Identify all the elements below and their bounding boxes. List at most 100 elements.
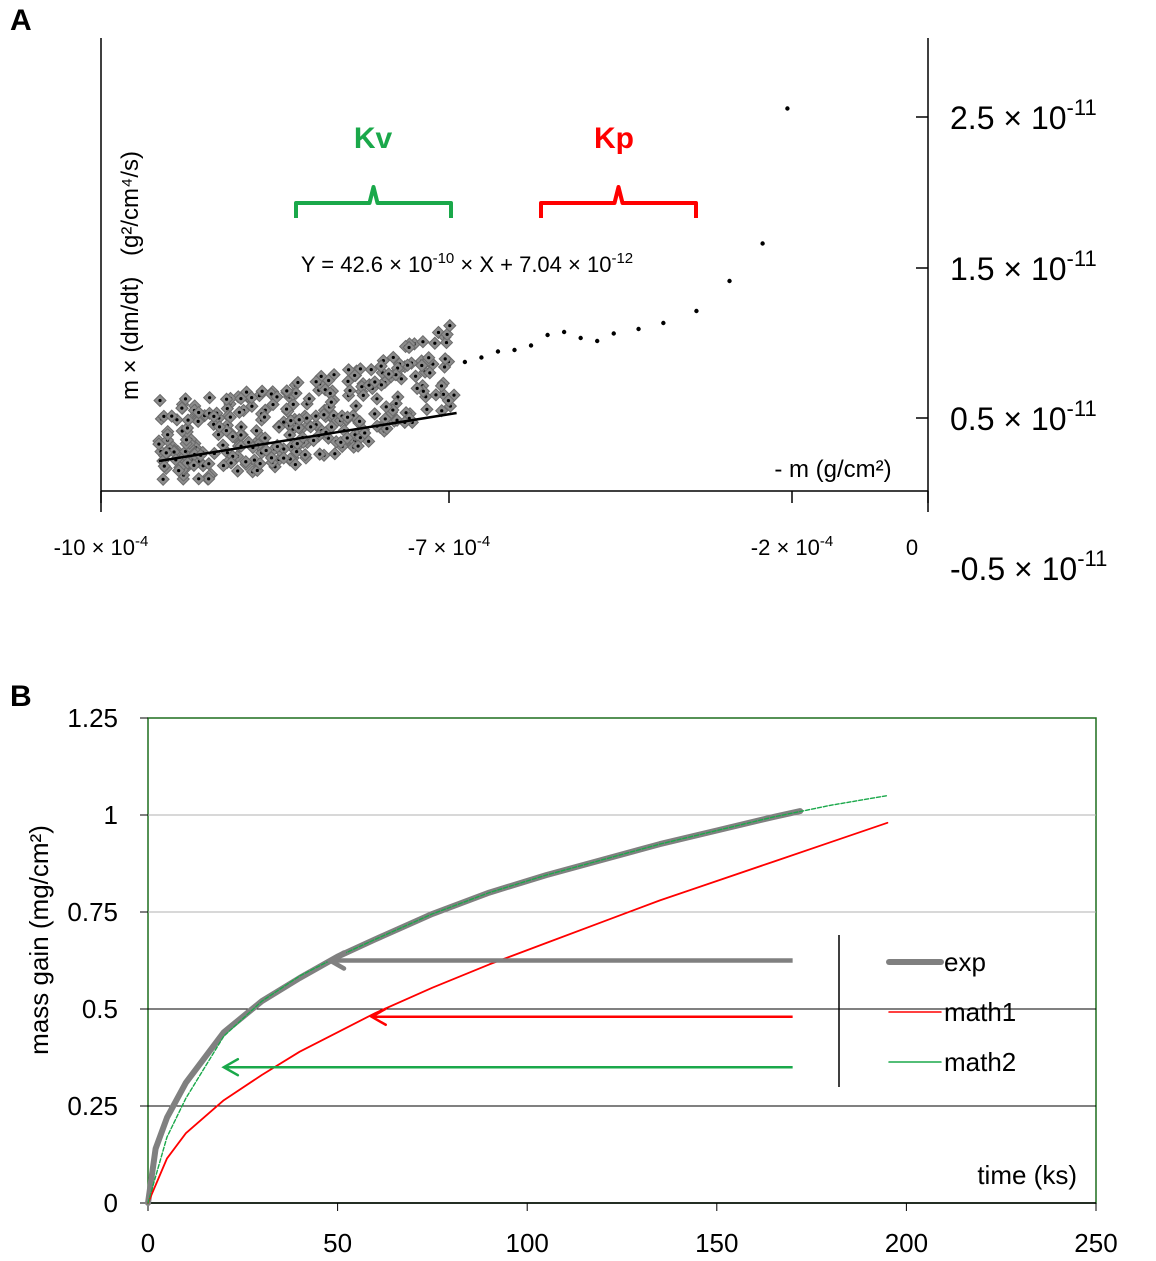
chart-a-labels: m × (dm/dt) (g²/cm⁴/s) - m (g/cm²) Kv Kp…	[54, 95, 1108, 587]
tail-point	[578, 335, 583, 341]
data-point-core	[427, 356, 431, 360]
data-point-core	[442, 365, 447, 369]
data-point-core	[345, 415, 350, 419]
chart-a: m × (dm/dt) (g²/cm⁴/s) - m (g/cm²) Kv Kp…	[54, 38, 1108, 587]
data-point-core	[224, 428, 228, 433]
data-point-core	[196, 419, 200, 424]
chart-a-x-tick-label: -7 × 10-4	[408, 533, 490, 560]
data-point-core	[177, 468, 181, 473]
data-point-core	[448, 324, 452, 328]
data-point-core	[339, 440, 343, 444]
data-point-core	[346, 379, 350, 383]
data-point-core	[358, 436, 362, 440]
chart-b-ylabel: mass gain (mg/cm²)	[24, 825, 54, 1055]
data-point-core	[225, 451, 230, 455]
data-point-core	[184, 438, 189, 442]
data-point-core	[421, 389, 425, 393]
tail-point	[462, 359, 468, 365]
data-point-core	[420, 363, 424, 368]
data-point-core	[361, 393, 365, 397]
data-point-core	[373, 412, 377, 416]
chart-b-arrows	[221, 950, 793, 1077]
data-point-core	[329, 425, 334, 429]
data-point-core	[295, 442, 299, 446]
data-point-core	[314, 414, 318, 418]
chart-a-xlabel: - m (g/cm²)	[774, 456, 891, 483]
data-point-core	[217, 425, 222, 429]
data-point-core	[221, 463, 226, 468]
data-point-core	[289, 444, 294, 449]
data-point-core	[394, 401, 398, 406]
data-point-core	[332, 414, 336, 418]
data-point-core	[404, 411, 408, 415]
data-point-core	[255, 468, 259, 473]
data-point-core	[269, 456, 274, 460]
data-point-core	[172, 450, 176, 454]
data-point-core	[333, 452, 337, 456]
data-point-core	[263, 436, 267, 440]
data-point-core	[385, 427, 389, 431]
data-point-core	[166, 433, 170, 437]
data-point-core	[428, 371, 432, 375]
data-point-core	[358, 367, 363, 371]
y-tick-label: 1	[104, 800, 118, 830]
data-point-core	[208, 396, 212, 400]
data-point-core	[384, 405, 388, 409]
data-point-core	[164, 451, 168, 455]
data-point-core	[356, 444, 360, 448]
data-point-core	[375, 397, 379, 401]
data-point-core	[369, 368, 373, 372]
ylabel-unit: (g²/cm⁴/s)	[117, 151, 144, 256]
data-point-core	[180, 406, 184, 410]
y-tick-label: 1.25	[67, 703, 118, 733]
data-point-core	[183, 449, 188, 454]
data-point-core	[405, 363, 410, 367]
data-point-core	[303, 453, 307, 457]
data-point-core	[441, 392, 446, 397]
data-point-core	[443, 357, 447, 361]
y-tick-label: 0.5	[82, 994, 118, 1024]
x-tick-label: 0	[141, 1228, 155, 1258]
arrow-head	[369, 1007, 387, 1027]
data-point-core	[354, 404, 358, 408]
data-point-core	[186, 461, 190, 465]
fit-equation: Y = 42.6 × 10-10 × X + 7.04 × 10-12	[301, 250, 633, 277]
data-point-core	[379, 364, 383, 368]
data-point-core	[305, 416, 309, 420]
x-tick-label: 250	[1074, 1228, 1117, 1258]
tail-point	[694, 308, 699, 314]
data-point-core	[309, 425, 313, 429]
data-point-core	[250, 395, 254, 400]
chart-b-series	[145, 794, 889, 1206]
data-point-core	[162, 414, 166, 418]
data-point-core	[207, 462, 211, 466]
data-point-core	[247, 440, 251, 444]
chart-a-y-tick-label: 0.5 × 10-11	[950, 396, 1097, 437]
data-point-core	[353, 373, 357, 378]
legend-label-math2: math2	[944, 1047, 1016, 1077]
data-point-core	[379, 383, 384, 387]
data-point-core	[363, 431, 367, 435]
kp-label: Kp	[594, 122, 634, 155]
data-point-core	[407, 345, 411, 350]
fit-line	[158, 411, 457, 463]
data-point-core	[445, 332, 449, 337]
tail-point	[661, 320, 666, 326]
chart-b-legend: exp math1 math2	[838, 935, 1016, 1087]
data-point-core	[254, 429, 259, 433]
data-point-core	[296, 380, 300, 385]
arrow-head	[221, 1057, 240, 1077]
data-point-core	[322, 413, 326, 417]
data-point-core	[399, 377, 403, 381]
data-point-core	[391, 355, 395, 360]
data-point-core	[271, 402, 275, 407]
data-point-core	[414, 374, 418, 378]
data-point-core	[314, 380, 318, 384]
chart-a-x-tick-label: -2 × 10-4	[751, 533, 833, 560]
chart-a-y-tick-label: 2.5 × 10-11	[950, 95, 1097, 136]
tail-point	[611, 331, 616, 336]
kv-brace	[294, 185, 453, 218]
data-point-core	[327, 378, 331, 383]
data-point-core	[161, 477, 165, 481]
